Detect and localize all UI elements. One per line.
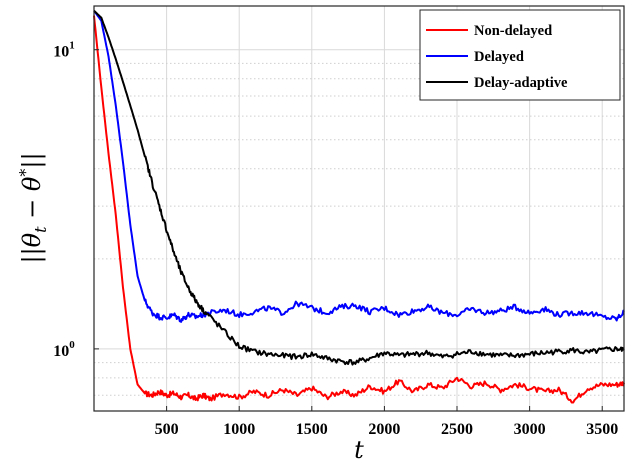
legend: Non-delayed Delayed Delay-adaptive <box>419 9 621 101</box>
x-tick-label-1: 1000 <box>223 421 255 438</box>
x-tick-label-6: 3500 <box>586 421 618 438</box>
y-axis-label-subscript: t <box>31 226 50 233</box>
x-tick-label-5: 3000 <box>514 421 546 438</box>
series-line-non-delayed <box>93 15 625 404</box>
legend-label-non-delayed: Non-delayed <box>474 23 552 39</box>
series-line-delay-adaptive <box>93 9 625 366</box>
x-tick-label-0: 500 <box>155 421 179 438</box>
y-axis-label-star: * <box>16 169 35 177</box>
y-axis-label-close-norm: || <box>18 152 47 168</box>
series-layer <box>93 9 625 404</box>
y-tick-label-0: 100 <box>53 339 75 360</box>
x-tick-label-2: 1500 <box>296 421 328 438</box>
x-axis-label: t <box>354 436 364 464</box>
y-tick-label-1: 101 <box>53 40 75 61</box>
y-axis-label-theta: θ <box>18 232 46 247</box>
y-axis-label: ||θt − θ*|| <box>16 152 50 263</box>
series-line-delayed <box>93 10 625 323</box>
y-axis-label-theta-star: θ <box>18 176 46 191</box>
x-axis: 500 1000 1500 2000 2500 3000 3500 <box>155 406 618 438</box>
plot-frame <box>93 5 625 412</box>
y-axis: 100 101 <box>53 40 99 360</box>
x-tick-label-4: 2500 <box>441 421 473 438</box>
legend-label-delay-adaptive: Delay-adaptive <box>474 75 568 91</box>
y-axis-label-open-norm: || <box>18 247 47 263</box>
legend-label-delayed: Delayed <box>474 49 524 65</box>
x-tick-label-3: 2000 <box>368 421 400 438</box>
y-axis-label-minus: − <box>18 191 46 226</box>
